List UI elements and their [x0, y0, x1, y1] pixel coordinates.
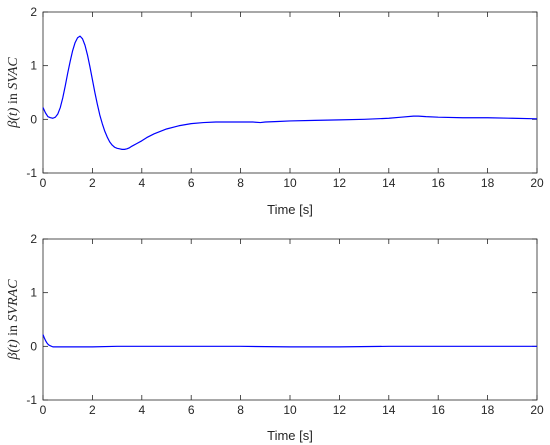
y-axis-label-2: β(t) in SVRAC [6, 279, 21, 361]
x-tick-label: 8 [237, 176, 244, 190]
y-ticks-2: -1 0 1 2 [26, 232, 537, 407]
x-axis-label-2: Time [s] [267, 428, 313, 443]
x-tick-label: 20 [530, 403, 544, 417]
x-tick-label: 14 [382, 403, 396, 417]
y-axis-label-2-prefix: β(t) [6, 339, 21, 361]
y-tick-label: 0 [30, 112, 37, 126]
x-tick-label: 14 [382, 176, 396, 190]
x-tick-label: 12 [333, 403, 347, 417]
x-tick-label: 6 [188, 176, 195, 190]
y-tick-label: 0 [30, 339, 37, 353]
x-tick-label: 18 [481, 403, 495, 417]
y-axis-label-1-prefix: β(t) [6, 107, 21, 129]
plot-frame-2 [42, 238, 538, 401]
y-axis-label-1-mid: in [6, 90, 21, 108]
x-ticks-2: 0 2 4 6 8 10 12 14 16 18 20 [40, 239, 544, 417]
y-tick-label: -1 [26, 393, 37, 407]
x-tick-label: 6 [188, 403, 195, 417]
x-tick-label: 16 [432, 403, 446, 417]
x-tick-label: 4 [138, 176, 145, 190]
x-tick-label: 2 [89, 403, 96, 417]
x-tick-label: 20 [530, 176, 544, 190]
x-ticks-1: 0 2 4 6 8 10 12 14 16 18 20 [40, 12, 544, 190]
x-tick-label: 16 [432, 176, 446, 190]
y-tick-label: -1 [26, 166, 37, 180]
y-axis-label-2-mid: in [6, 321, 21, 339]
x-tick-label: 10 [283, 176, 297, 190]
x-tick-label: 10 [283, 403, 297, 417]
y-tick-label: 1 [30, 59, 37, 73]
series-group-2 [42, 334, 537, 348]
y-tick-label: 1 [30, 286, 37, 300]
series-line [42, 334, 537, 348]
y-axis-label-1-suffix: SVAC [6, 57, 21, 90]
x-tick-label: 0 [40, 176, 47, 190]
x-tick-label: 2 [89, 176, 96, 190]
x-tick-label: 8 [237, 403, 244, 417]
x-tick-label: 18 [481, 176, 495, 190]
y-axis-label-1: β(t) in SVAC [6, 57, 21, 129]
y-axis-label-2-suffix: SVRAC [6, 279, 21, 322]
y-ticks-1: -1 0 1 2 [26, 5, 537, 180]
x-tick-label: 4 [138, 403, 145, 417]
x-axis-label-1: Time [s] [267, 202, 313, 217]
x-tick-label: 0 [40, 403, 47, 417]
series-group-1 [42, 35, 538, 150]
y-tick-label: 2 [30, 232, 37, 246]
y-tick-label: 2 [30, 5, 37, 19]
x-tick-label: 12 [333, 176, 347, 190]
series-line [42, 35, 538, 150]
